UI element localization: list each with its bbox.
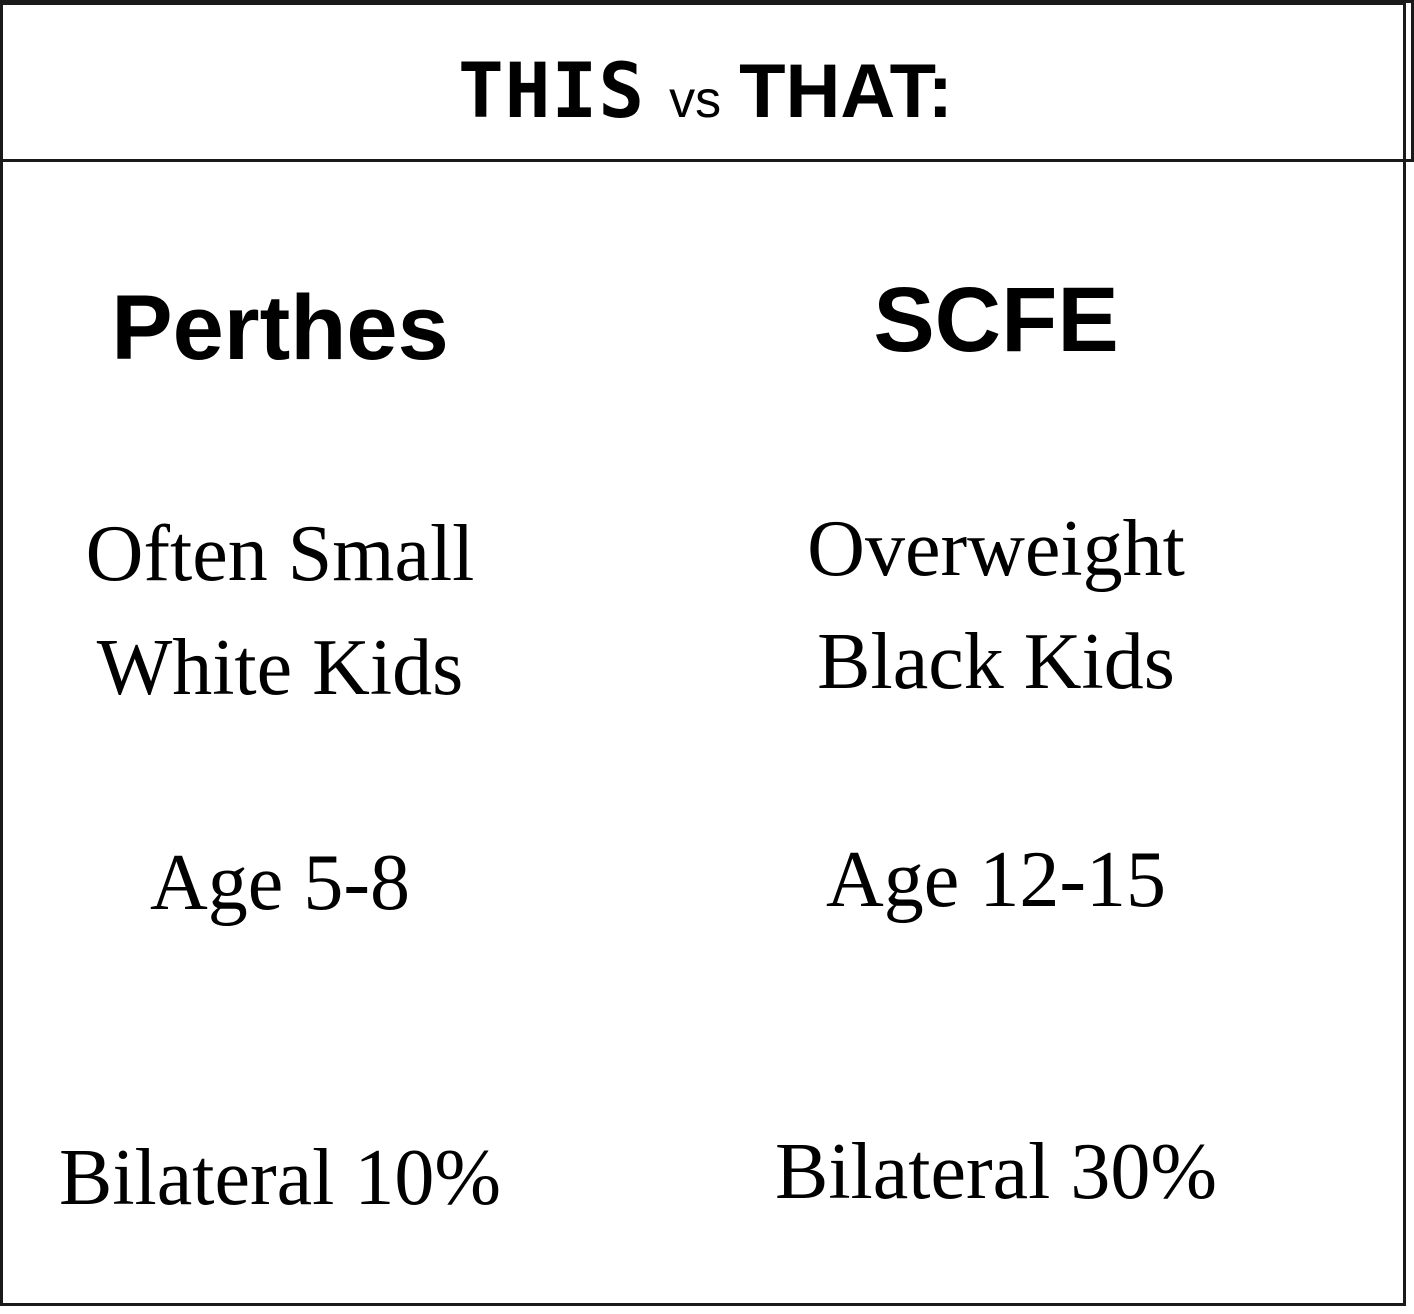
scfe-bilateral: Bilateral 30% bbox=[774, 1128, 1218, 1216]
perthes-age: Age 5-8 bbox=[150, 839, 410, 927]
scfe-age: Age 12-15 bbox=[826, 836, 1166, 924]
title-that-word: THAT: bbox=[739, 49, 953, 134]
column-heading-scfe: SCFE bbox=[873, 269, 1119, 371]
perthes-population-line2: White Kids bbox=[96, 624, 464, 712]
page-title: THIS vs THAT: bbox=[0, 51, 1411, 153]
column-heading-perthes: Perthes bbox=[111, 277, 449, 379]
scfe-population-line1: Overweight bbox=[807, 505, 1185, 593]
title-this-word: THIS bbox=[458, 46, 646, 135]
scfe-population-line2: Black Kids bbox=[817, 618, 1175, 706]
header-bar: THIS vs THAT: bbox=[0, 0, 1414, 162]
title-vs-word: vs bbox=[669, 71, 722, 129]
perthes-population-line1: Often Small bbox=[85, 510, 475, 598]
perthes-bilateral: Bilateral 10% bbox=[58, 1134, 502, 1222]
